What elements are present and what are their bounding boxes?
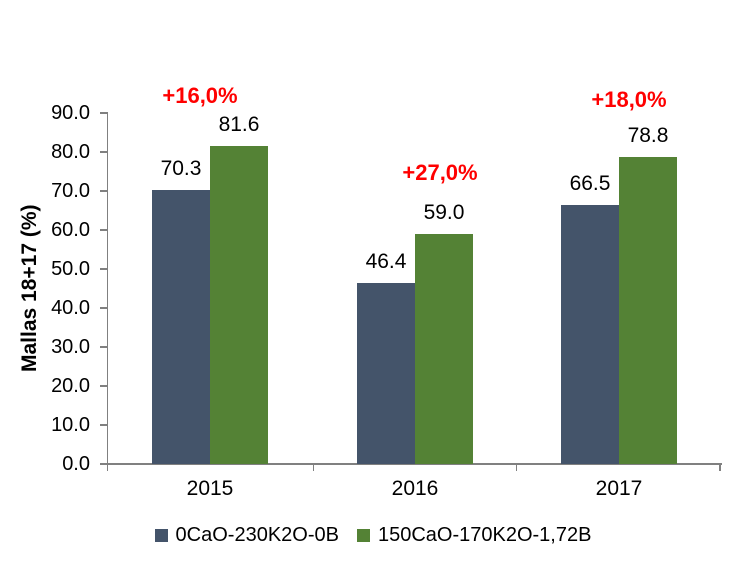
y-tick-label: 40.0 [51, 297, 90, 319]
y-tick-mark [100, 229, 107, 231]
legend-label: 150CaO-170K2O-1,72B [377, 523, 592, 546]
y-tick-mark [100, 190, 107, 192]
y-tick-label: 20.0 [51, 375, 90, 397]
y-tick-label: 70.0 [51, 180, 90, 202]
y-tick-mark [100, 463, 107, 465]
bar-value-label: 46.4 [365, 250, 407, 274]
legend-swatch [154, 528, 168, 542]
bar-value-label: 70.3 [160, 156, 202, 180]
growth-annotation: +18,0% [591, 87, 667, 112]
bar-value-label: 59.0 [423, 200, 465, 224]
legend-item: 150CaO-170K2O-1,72B [356, 523, 592, 547]
x-tick-mark [312, 464, 315, 471]
y-tick-label: 50.0 [51, 258, 90, 280]
y-tick-label: 0.0 [62, 453, 90, 475]
y-tick-label: 10.0 [51, 414, 90, 436]
bar-value-label: 81.6 [218, 112, 260, 136]
growth-annotation: +16,0% [162, 83, 238, 108]
y-tick-mark [100, 307, 107, 309]
bar-2015-0CaO-230K2O-0B [152, 189, 210, 464]
y-tick-label: 80.0 [51, 141, 90, 163]
growth-annotation: +27,0% [402, 160, 478, 185]
x-tick-mark [515, 464, 518, 471]
bar-2016-0CaO-230K2O-0B [357, 283, 415, 464]
bar-2015-150CaO-170K2O-1,72B [210, 145, 268, 464]
bar-2017-150CaO-170K2O-1,72B [619, 156, 677, 464]
legend-swatch [356, 528, 370, 542]
y-tick-label: 90.0 [51, 102, 90, 124]
legend: 0CaO-230K2O-0B 150CaO-170K2O-1,72B [0, 522, 746, 548]
y-tick-mark [100, 112, 107, 114]
bar-value-label: 78.8 [627, 123, 669, 147]
legend-label: 0CaO-230K2O-0B [175, 523, 339, 546]
bar-2017-0CaO-230K2O-0B [561, 204, 619, 464]
y-tick-mark [100, 346, 107, 348]
y-tick-label: 30.0 [51, 336, 90, 358]
bar-value-label: 66.5 [569, 171, 611, 195]
x-category-label: 2017 [595, 477, 643, 500]
y-tick-mark [100, 424, 107, 426]
y-tick-mark [100, 268, 107, 270]
y-tick-mark [100, 151, 107, 153]
x-tick-mark [106, 464, 109, 471]
y-tick-label: 60.0 [51, 219, 90, 241]
x-category-label: 2015 [186, 477, 234, 500]
y-axis-line [106, 112, 108, 464]
y-tick-mark [100, 385, 107, 387]
x-category-label: 2016 [391, 477, 439, 500]
bar-2016-150CaO-170K2O-1,72B [415, 233, 473, 464]
x-tick-mark [719, 464, 721, 471]
legend-item: 0CaO-230K2O-0B [154, 523, 339, 547]
